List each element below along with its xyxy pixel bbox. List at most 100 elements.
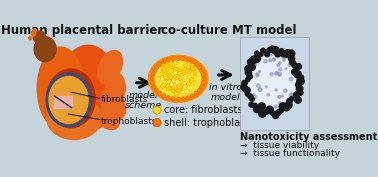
Circle shape — [253, 103, 257, 108]
Circle shape — [166, 78, 169, 82]
Circle shape — [171, 65, 175, 69]
Circle shape — [173, 84, 177, 88]
Circle shape — [277, 64, 280, 67]
Circle shape — [275, 51, 281, 57]
Circle shape — [174, 61, 178, 65]
Circle shape — [166, 96, 170, 100]
Circle shape — [178, 76, 182, 80]
Circle shape — [170, 75, 174, 80]
Circle shape — [163, 75, 168, 79]
Circle shape — [171, 63, 175, 67]
Circle shape — [154, 88, 159, 92]
Circle shape — [186, 70, 189, 74]
Circle shape — [168, 84, 173, 89]
Circle shape — [175, 77, 179, 81]
Circle shape — [167, 80, 170, 84]
Ellipse shape — [152, 60, 201, 98]
Circle shape — [200, 84, 204, 89]
Circle shape — [158, 76, 162, 79]
Circle shape — [259, 110, 266, 117]
Circle shape — [166, 62, 170, 66]
Circle shape — [164, 64, 169, 68]
Circle shape — [168, 87, 171, 90]
Circle shape — [177, 85, 180, 89]
Circle shape — [274, 72, 277, 75]
Circle shape — [186, 96, 190, 100]
Circle shape — [254, 106, 260, 113]
Text: co-culture MT model: co-culture MT model — [161, 24, 297, 37]
Circle shape — [299, 75, 304, 80]
Circle shape — [279, 108, 284, 113]
Circle shape — [249, 64, 255, 70]
Circle shape — [173, 78, 177, 82]
Circle shape — [191, 67, 196, 72]
Circle shape — [247, 74, 253, 79]
Circle shape — [158, 91, 162, 95]
Circle shape — [175, 75, 180, 79]
Circle shape — [176, 79, 179, 82]
Circle shape — [161, 60, 166, 64]
Circle shape — [167, 77, 172, 82]
Circle shape — [177, 81, 181, 85]
Circle shape — [161, 64, 166, 68]
Circle shape — [160, 76, 165, 81]
Circle shape — [194, 72, 197, 76]
Circle shape — [272, 47, 279, 54]
Circle shape — [197, 88, 202, 92]
Circle shape — [171, 97, 175, 101]
Circle shape — [242, 80, 247, 86]
Circle shape — [290, 60, 295, 65]
Ellipse shape — [101, 89, 126, 119]
Circle shape — [283, 58, 285, 60]
Circle shape — [186, 58, 190, 62]
Circle shape — [258, 88, 262, 92]
Circle shape — [253, 63, 256, 67]
Circle shape — [160, 85, 163, 89]
Circle shape — [298, 90, 303, 95]
Text: trophoblasts: trophoblasts — [101, 117, 157, 126]
Circle shape — [176, 56, 180, 61]
Circle shape — [180, 75, 184, 79]
Circle shape — [174, 71, 178, 75]
Circle shape — [150, 81, 155, 85]
Circle shape — [270, 111, 275, 115]
Circle shape — [166, 84, 170, 88]
Text: Nanotoxicity assessment: Nanotoxicity assessment — [240, 132, 377, 142]
Circle shape — [177, 76, 180, 79]
Bar — [240, 37, 310, 130]
Circle shape — [162, 72, 166, 76]
Circle shape — [279, 103, 287, 110]
Circle shape — [184, 63, 188, 67]
Circle shape — [174, 67, 178, 71]
Circle shape — [191, 66, 195, 70]
Circle shape — [167, 71, 170, 74]
Circle shape — [166, 58, 170, 62]
Circle shape — [291, 68, 299, 76]
Circle shape — [178, 85, 182, 89]
Circle shape — [259, 71, 260, 72]
Circle shape — [178, 76, 182, 80]
Circle shape — [171, 84, 175, 88]
Circle shape — [181, 97, 185, 101]
Ellipse shape — [247, 50, 299, 113]
Circle shape — [295, 97, 301, 103]
Circle shape — [279, 62, 281, 64]
Ellipse shape — [59, 45, 118, 131]
Circle shape — [186, 81, 191, 86]
Circle shape — [284, 50, 291, 58]
Circle shape — [294, 71, 301, 78]
Circle shape — [181, 86, 185, 91]
Circle shape — [284, 89, 287, 92]
Circle shape — [187, 70, 191, 74]
Circle shape — [261, 48, 265, 53]
Circle shape — [249, 102, 254, 107]
Circle shape — [273, 112, 279, 118]
Circle shape — [176, 76, 181, 81]
Circle shape — [285, 101, 292, 108]
Circle shape — [177, 78, 181, 82]
Circle shape — [31, 31, 36, 36]
Circle shape — [162, 83, 166, 87]
Circle shape — [170, 68, 174, 72]
Circle shape — [176, 79, 180, 83]
Circle shape — [175, 77, 178, 81]
